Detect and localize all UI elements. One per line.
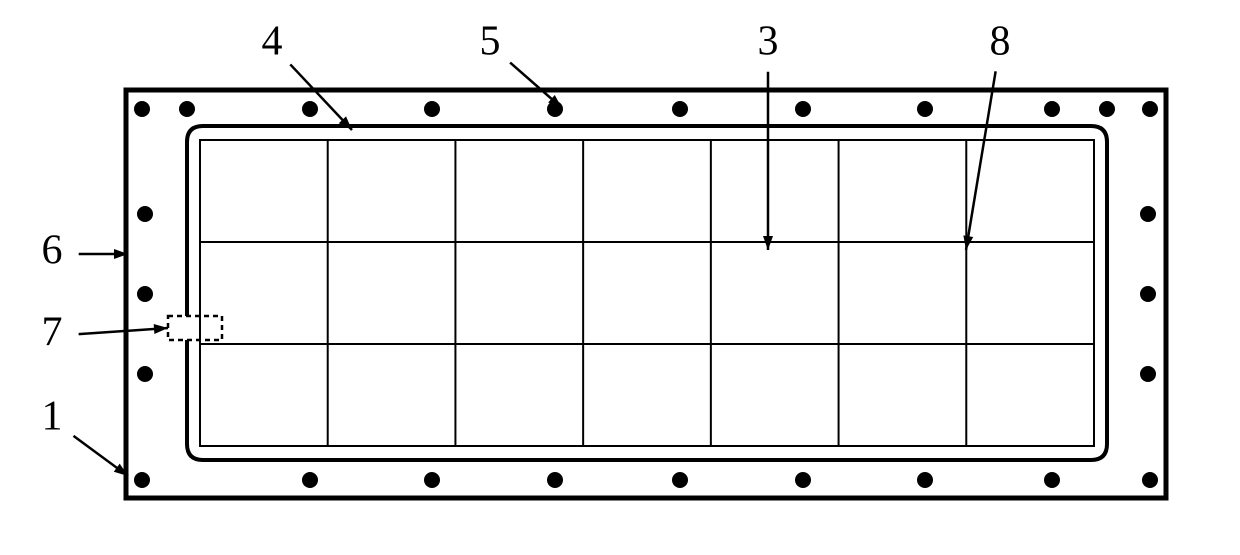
dot (137, 286, 153, 302)
dot (1140, 286, 1156, 302)
dot (795, 101, 811, 117)
dot (917, 472, 933, 488)
dot (137, 206, 153, 222)
callout-label-6: 6 (42, 228, 63, 274)
dot (672, 101, 688, 117)
dot (547, 472, 563, 488)
callout-label-3: 3 (758, 19, 779, 65)
dot (1044, 101, 1060, 117)
callout-label-4: 4 (262, 19, 283, 65)
dot (424, 472, 440, 488)
dot (137, 366, 153, 382)
callout-label-5: 5 (480, 19, 501, 65)
callout-label-1: 1 (42, 394, 63, 440)
dot (1142, 101, 1158, 117)
dot (1044, 472, 1060, 488)
callout-label-8: 8 (990, 19, 1011, 65)
dot (179, 101, 195, 117)
callout-label-7: 7 (42, 310, 63, 356)
dot (302, 472, 318, 488)
dot (1140, 206, 1156, 222)
dot (424, 101, 440, 117)
dot (1142, 472, 1158, 488)
diagram-svg: 4 5 3 8 6 7 1 (0, 0, 1240, 555)
dot (1099, 101, 1115, 117)
dot (795, 472, 811, 488)
dot (302, 101, 318, 117)
dot (917, 101, 933, 117)
dot (1140, 366, 1156, 382)
dot (134, 101, 150, 117)
dot (134, 472, 150, 488)
dot (672, 472, 688, 488)
